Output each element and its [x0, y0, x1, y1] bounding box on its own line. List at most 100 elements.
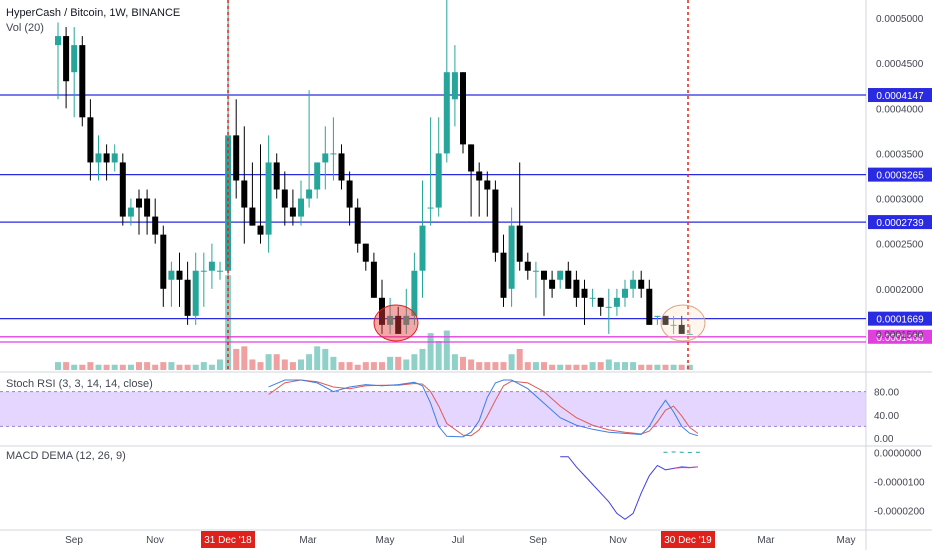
- volume-bar: [476, 362, 483, 370]
- volume-bar: [289, 362, 296, 370]
- volume-bar: [71, 364, 78, 370]
- macd-histogram-bar: [687, 452, 692, 454]
- candle-body: [281, 189, 288, 208]
- time-tick-label: Nov: [609, 535, 627, 546]
- candle-body: [95, 153, 102, 163]
- candle-body: [322, 153, 329, 163]
- candle-body: [395, 315, 402, 334]
- volume-bar: [573, 364, 580, 370]
- candle-body: [136, 198, 142, 208]
- volume-label: Vol (20): [6, 22, 44, 34]
- volume-bar: [387, 356, 394, 370]
- volume-bar: [111, 364, 118, 370]
- macd-histogram-bar: [679, 451, 684, 453]
- candle-body: [184, 279, 191, 316]
- candle-body: [241, 180, 248, 208]
- date-markers: [227, 0, 689, 370]
- candle-body: [686, 333, 693, 335]
- candle-body: [581, 288, 588, 298]
- volume-bar: [87, 362, 94, 370]
- price-tick-label: 0.0001500: [876, 330, 924, 341]
- volume-bar: [160, 362, 167, 370]
- volume-bar: [597, 362, 604, 370]
- stoch-tick-label: 0.00: [874, 434, 894, 445]
- candle-body: [662, 315, 669, 325]
- volume-bar: [565, 364, 572, 370]
- time-tick-label: Sep: [529, 535, 547, 546]
- price-tick-label: 0.0003500: [876, 149, 924, 160]
- volume-bar: [200, 362, 207, 370]
- volume-bar: [370, 362, 377, 370]
- candle-body: [200, 270, 207, 272]
- volume-bar: [322, 348, 329, 370]
- candle-body: [678, 324, 685, 334]
- candle-body: [249, 207, 256, 226]
- candle-body: [79, 45, 86, 118]
- candles: [55, 0, 693, 335]
- candle-body: [419, 225, 426, 271]
- volume-bar: [176, 364, 183, 370]
- candle-body: [168, 270, 175, 280]
- macd-tick-label: -0.0000200: [874, 507, 925, 518]
- volume-bar: [144, 362, 151, 370]
- volume-bar: [241, 346, 248, 370]
- volume-bar: [346, 362, 353, 370]
- volume-bar: [581, 364, 588, 370]
- stoch-rsi-label: Stoch RSI (3, 3, 14, 14, close): [6, 378, 153, 390]
- volume-bar: [265, 354, 272, 370]
- macd-signal-line: [673, 466, 698, 469]
- level-label-bg: [868, 88, 932, 103]
- highlight-circle-red: [373, 304, 419, 342]
- price-tick-label: 0.0005000: [876, 14, 924, 25]
- time-marker-bg: [661, 531, 715, 548]
- volume-bar: [225, 275, 232, 370]
- level-label: 0.0001468: [876, 333, 924, 344]
- candle-body: [176, 270, 183, 280]
- volume-bar: [403, 359, 410, 370]
- volume-bar: [622, 362, 628, 370]
- time-tick-label: Sep: [65, 535, 83, 546]
- volume-bar: [354, 364, 361, 370]
- candle-body: [541, 270, 547, 280]
- candle-body: [314, 162, 321, 190]
- candle-body: [670, 324, 677, 326]
- candle-body: [208, 261, 215, 271]
- volume-bar: [549, 364, 556, 370]
- volume-bar: [468, 359, 475, 370]
- horizontal-levels[interactable]: 0.0004147 0.0003265 0.0002739 0.0001669 0.00…: [0, 88, 932, 344]
- volume-bar: [338, 362, 345, 370]
- candle-body: [524, 261, 531, 271]
- volume-bar: [541, 362, 547, 370]
- macd-pane: 0.0000000 -0.0000100 -0.0000200: [560, 448, 925, 520]
- candle-body: [233, 135, 240, 181]
- candle-body: [354, 207, 361, 244]
- volume-bar: [395, 356, 402, 370]
- volume-bar: [484, 362, 491, 370]
- volume-bar: [152, 364, 159, 370]
- candle-body: [217, 270, 223, 272]
- volume-bar: [589, 362, 596, 370]
- volume-bar: [443, 330, 450, 370]
- volume-bar: [95, 364, 102, 370]
- level-label: 0.0003265: [876, 171, 924, 182]
- volume-bar: [451, 354, 458, 370]
- volume-bar: [63, 362, 70, 370]
- candle-body: [638, 279, 645, 289]
- price-tick-label: 0.0004500: [876, 59, 924, 70]
- volume-bar: [249, 359, 256, 370]
- time-tick-label: Jul: [452, 535, 465, 546]
- candle-body: [476, 171, 483, 181]
- macd-label: MACD DEMA (12, 26, 9): [6, 450, 126, 462]
- candle-body: [370, 261, 377, 298]
- time-tick-label: May: [376, 535, 395, 546]
- volume-bar: [532, 362, 539, 370]
- volume-bar: [79, 364, 86, 370]
- volume-bar: [314, 346, 321, 370]
- price-axis: 0.0005000 0.0004500 0.0004000 0.0003500 0.00…: [876, 14, 924, 341]
- candle-body: [144, 198, 151, 217]
- volume-bar: [411, 354, 418, 370]
- candle-body: [411, 270, 418, 316]
- volume-bar: [55, 362, 61, 370]
- macd-histogram-bar: [663, 451, 668, 453]
